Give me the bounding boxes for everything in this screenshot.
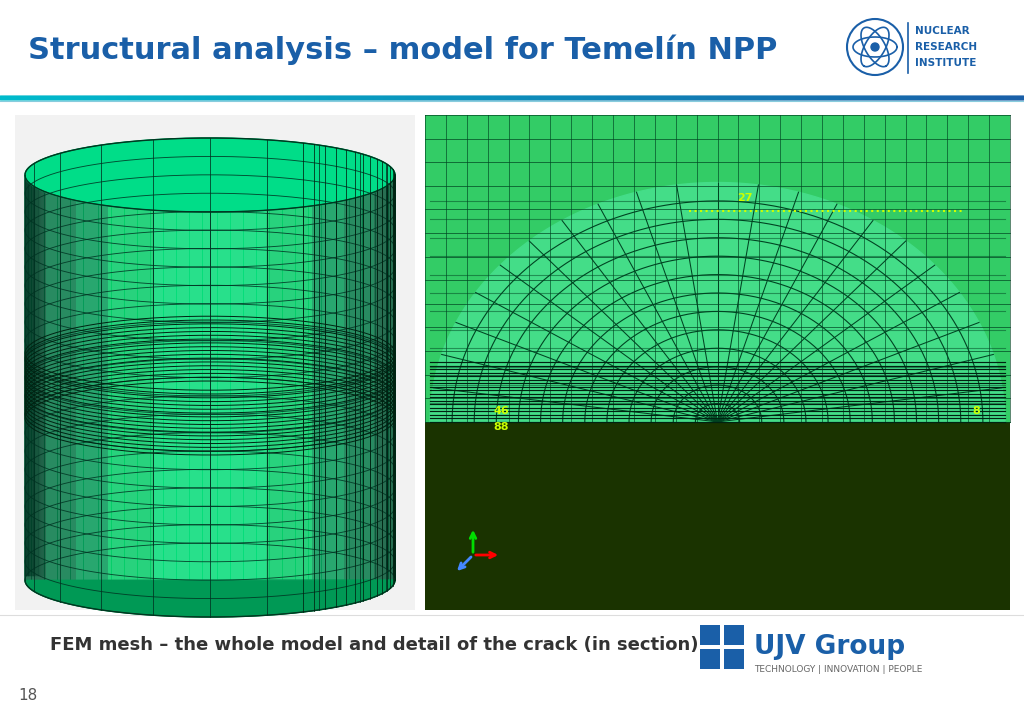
Bar: [724, 625, 744, 645]
Circle shape: [871, 43, 879, 51]
Bar: [15, 115, 415, 610]
Bar: [425, 422, 1010, 610]
Polygon shape: [25, 138, 395, 212]
Text: UJV Group: UJV Group: [754, 634, 905, 660]
Bar: [700, 625, 720, 645]
Polygon shape: [25, 580, 395, 617]
Polygon shape: [430, 182, 1005, 422]
Text: 18: 18: [18, 688, 37, 702]
Text: Structural analysis – model for Temelín NPP: Structural analysis – model for Temelín …: [28, 35, 777, 65]
Text: TECHNOLOGY | INNOVATION | PEOPLE: TECHNOLOGY | INNOVATION | PEOPLE: [754, 665, 923, 673]
Text: 46: 46: [493, 406, 509, 416]
Bar: [700, 649, 720, 669]
Text: NUCLEAR: NUCLEAR: [915, 26, 970, 36]
Bar: [425, 115, 1010, 610]
Text: 8: 8: [972, 406, 980, 416]
Text: RESEARCH: RESEARCH: [915, 42, 977, 52]
Text: INSTITUTE: INSTITUTE: [915, 58, 976, 68]
Bar: [724, 649, 744, 669]
Text: FEM mesh – the whole model and detail of the crack (in section): FEM mesh – the whole model and detail of…: [50, 636, 698, 654]
Text: 27: 27: [737, 193, 753, 203]
Text: 88: 88: [493, 422, 509, 432]
Bar: [425, 115, 1010, 422]
